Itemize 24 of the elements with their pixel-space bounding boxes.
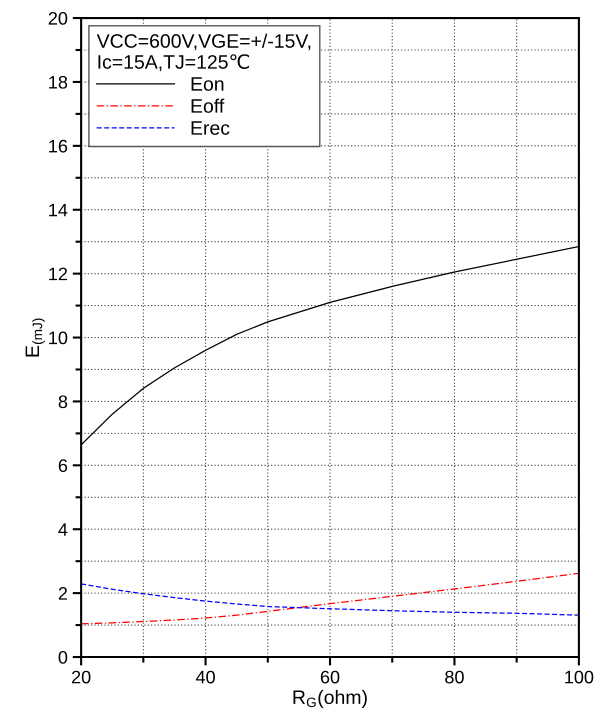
y-tick-label: 14 [49, 204, 68, 216]
legend-label: Eon [192, 77, 224, 91]
legend-label: Eoff [192, 98, 224, 113]
x-axis-title: R$_{G}$(ohm) [293, 690, 367, 708]
x-tick-label: 60 [320, 670, 340, 684]
y-tick-label: 12 [49, 268, 68, 280]
y-tick-label: 4 [58, 523, 68, 536]
x-tick-label: 80 [445, 670, 464, 684]
x-tick-label: 20 [72, 670, 90, 684]
x-tick-label: 40 [196, 670, 215, 684]
legend-title: VCC=600V,VGE=+/-15V, Ic=15A,TJ=125℃ [96, 34, 310, 72]
y-tick-label: 16 [49, 140, 68, 153]
x-tick-label: 100 [565, 670, 594, 684]
line-series [81, 583, 579, 616]
y-axis-title: E$_{(mJ)}$ [26, 318, 45, 356]
y-tick-label: 10 [49, 331, 68, 344]
y-tick-label: 2 [58, 587, 68, 600]
legend-label: Erec [192, 121, 230, 135]
line-series [81, 572, 579, 624]
y-tick-label: 8 [58, 395, 68, 408]
y-tick-label: 20 [48, 12, 68, 25]
y-tick-label: 6 [58, 459, 68, 472]
y-tick-label: 0 [58, 650, 68, 664]
y-tick-label: 18 [49, 76, 68, 89]
